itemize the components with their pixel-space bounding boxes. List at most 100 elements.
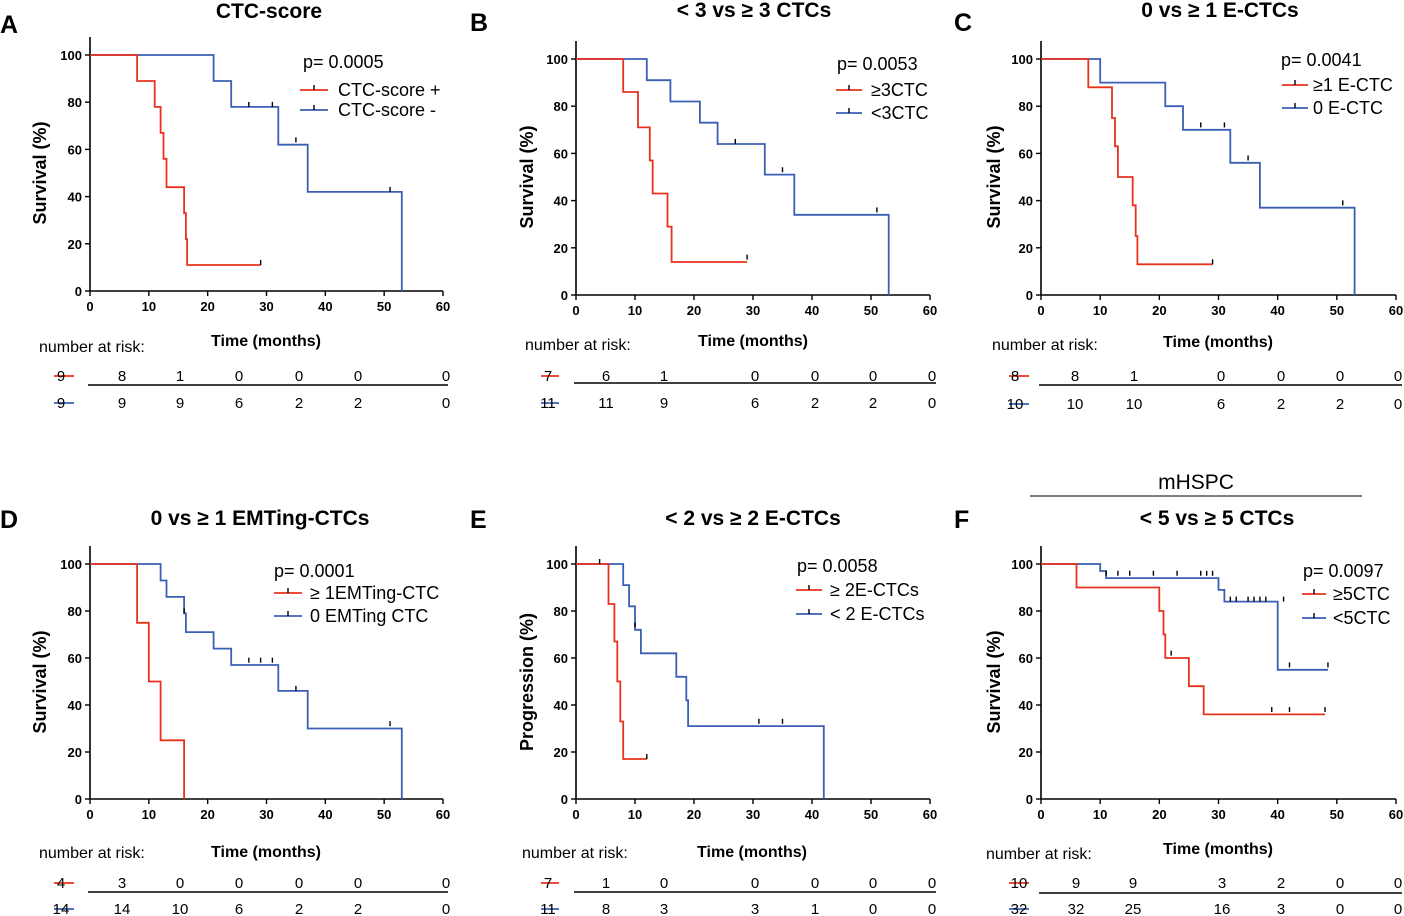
panel-c-xtick-label: 30 — [1211, 303, 1225, 318]
panel-c-legend-label-red: ≥1 E-CTC — [1313, 75, 1393, 95]
panel-a-ytick-label: 80 — [68, 95, 82, 110]
panel-e-risk-value-red: 0 — [751, 875, 759, 892]
panel-e-series-blue-line — [576, 563, 825, 799]
panel-e-xtick-label: 0 — [572, 807, 579, 822]
panel-e-letter: E — [470, 506, 487, 534]
panel-b-series-red-line — [576, 58, 748, 263]
panel-b-p-value: p= 0.0053 — [837, 54, 918, 74]
panel-d-risk-label: number at risk: — [39, 845, 145, 862]
panel-c-xtick-label: 60 — [1389, 303, 1403, 318]
panel-d-risk-value-red: 3 — [118, 875, 126, 892]
panel-d-xtick-label: 50 — [377, 807, 391, 822]
panel-b-xtick-label: 60 — [923, 303, 937, 318]
panel-c-risk-value-blue: 2 — [1277, 396, 1285, 413]
panel-c-ytick-label: 100 — [1011, 52, 1033, 67]
panel-c-xtick-label: 10 — [1093, 303, 1107, 318]
panel-b-ylabel: Survival (%) — [517, 125, 537, 228]
panel-d-risk-value-blue: 14 — [53, 901, 70, 916]
panel-b-xtick-label: 20 — [687, 303, 701, 318]
panel-f-risk-value-blue: 32 — [1011, 901, 1028, 916]
panel-b-risk-value-red: 1 — [660, 368, 668, 385]
panel-c-ytick-label: 0 — [1026, 288, 1033, 303]
mhspc-header-text: mHSPC — [1158, 471, 1234, 494]
panel-d-risk-value-blue: 0 — [442, 901, 450, 916]
panel-c-xtick-label: 20 — [1152, 303, 1166, 318]
panel-e-ytick-label: 80 — [554, 604, 568, 619]
panel-d-xtick-label: 20 — [200, 807, 214, 822]
panel-d-risk-value-red: 0 — [176, 875, 184, 892]
panel-a-risk-value-blue: 9 — [57, 395, 65, 412]
panel-d-risk-value-blue: 14 — [114, 901, 131, 916]
panel-f-xtick-label: 10 — [1093, 807, 1107, 822]
panel-f-legend-label-red: ≥5CTC — [1333, 584, 1390, 604]
panel-c-risk-value-red: 0 — [1277, 368, 1285, 385]
panel-b-ytick-label: 80 — [554, 99, 568, 114]
panel-c-xlabel: Time (months) — [1163, 334, 1273, 351]
panel-f-ytick-label: 20 — [1019, 745, 1033, 760]
panel-b-risk-value-blue: 6 — [751, 395, 759, 412]
panel-f-risk-value-red: 2 — [1277, 875, 1285, 892]
panel-f-risk-value-red: 10 — [1011, 875, 1028, 892]
panel-e-risk-value-red: 0 — [811, 875, 819, 892]
panel-b-risk-value-blue: 2 — [811, 395, 819, 412]
panel-b-xtick-label: 50 — [864, 303, 878, 318]
panel-a-xtick-label: 30 — [259, 299, 273, 314]
panel-d-series-blue-line — [90, 563, 403, 799]
panel-c-letter: C — [954, 9, 972, 37]
panel-c-legend-label-blue: 0 E-CTC — [1313, 98, 1383, 118]
panel-a-p-value: p= 0.0005 — [303, 52, 384, 72]
panel-d-xtick-label: 30 — [259, 807, 273, 822]
panel-c-xtick-label: 40 — [1270, 303, 1284, 318]
panel-d-series-red-line — [90, 563, 186, 799]
panel-c-risk-value-red: 8 — [1071, 368, 1079, 385]
panel-a-risk-value-red: 0 — [442, 368, 450, 385]
panel-a-title: CTC-score — [216, 0, 322, 23]
mhspc-header: mHSPC — [1030, 471, 1362, 497]
panel-c-risk-value-blue: 10 — [1067, 396, 1084, 413]
panel-d-risk-value-red: 4 — [57, 875, 65, 892]
panel-d-ytick-label: 20 — [68, 745, 82, 760]
panel-a-risk-value-blue: 9 — [176, 395, 184, 412]
panel-e-p-value: p= 0.0058 — [797, 556, 878, 576]
panel-f-xtick-label: 20 — [1152, 807, 1166, 822]
panel-a-risk-value-red: 0 — [354, 368, 362, 385]
panel-a-xtick-label: 60 — [436, 299, 450, 314]
panel-a-ylabel: Survival (%) — [30, 121, 50, 224]
panel-d-ylabel: Survival (%) — [30, 630, 50, 733]
panel-e-risk-value-blue: 3 — [660, 901, 668, 916]
panel-d-risk-value-blue: 2 — [354, 901, 362, 916]
panel-d-ytick-label: 40 — [68, 698, 82, 713]
panel-c-risk-value-red: 0 — [1217, 368, 1225, 385]
panel-b-risk-value-red: 0 — [869, 368, 877, 385]
panel-e-xtick-label: 20 — [687, 807, 701, 822]
panel-d-xtick-label: 0 — [86, 807, 93, 822]
panel-b-risk-label: number at risk: — [525, 337, 631, 354]
panel-d-title: 0 vs ≥ 1 EMTing-CTCs — [151, 507, 370, 530]
panel-f-risk-value-red: 9 — [1072, 875, 1080, 892]
panel-e-risk-value-blue: 11 — [540, 901, 556, 916]
panel-d-ytick-label: 60 — [68, 651, 82, 666]
panel-f-risk-value-red: 9 — [1129, 875, 1137, 892]
panel-b-xtick-label: 30 — [746, 303, 760, 318]
panel-d-ytick-label: 80 — [68, 604, 82, 619]
panel-d-risk-value-blue: 6 — [235, 901, 243, 916]
panel-e-risk-value-red: 0 — [928, 875, 936, 892]
panel-b-risk-value-red: 0 — [751, 368, 759, 385]
panel-e-ytick-label: 40 — [554, 698, 568, 713]
panel-b-title: < 3 vs ≥ 3 CTCs — [677, 0, 832, 22]
panel-f-p-value: p= 0.0097 — [1303, 561, 1384, 581]
panel-c-ytick-label: 60 — [1019, 146, 1033, 161]
panel-c-ytick-label: 40 — [1019, 194, 1033, 209]
panel-a-risk-value-blue: 2 — [354, 395, 362, 412]
panel-c-risk-label: number at risk: — [992, 337, 1098, 354]
panel-f-risk-value-red: 0 — [1394, 875, 1402, 892]
panel-d-risk-value-red: 0 — [442, 875, 450, 892]
panel-f-risk-value-blue: 16 — [1214, 901, 1231, 916]
panel-c-risk-value-blue: 2 — [1336, 396, 1344, 413]
panel-b-risk-value-blue: 11 — [598, 395, 614, 412]
panel-c-title: 0 vs ≥ 1 E-CTCs — [1141, 0, 1298, 22]
panel-b-ytick-label: 40 — [554, 194, 568, 209]
panel-b-risk-value-blue: 9 — [660, 395, 668, 412]
